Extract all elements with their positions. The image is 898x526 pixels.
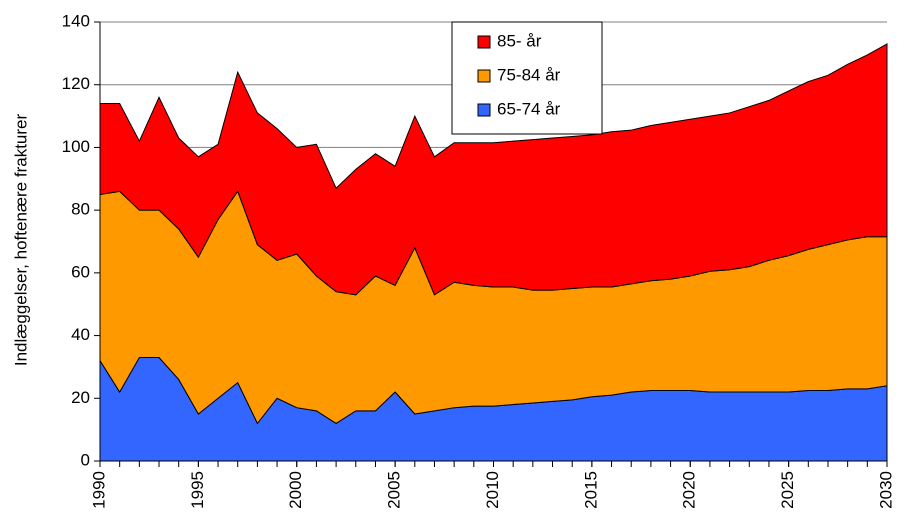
legend-swatch — [477, 35, 491, 49]
y-tick-label: 20 — [71, 388, 90, 407]
legend-swatch — [477, 103, 491, 117]
x-tick-label: 2005 — [385, 471, 404, 509]
y-tick-label: 140 — [62, 11, 90, 30]
y-axis-label: Indlæggelser, hoftenære frakturer — [11, 114, 30, 367]
y-tick-label: 80 — [71, 200, 90, 219]
y-tick-label: 40 — [71, 325, 90, 344]
legend-label: 85- år — [497, 31, 542, 50]
legend: 85- år 75-84 år 65-74 år — [451, 21, 603, 135]
y-tick-label: 60 — [71, 262, 90, 281]
legend-box — [451, 21, 603, 135]
y-tick-label: 0 — [81, 450, 90, 469]
x-tick-label: 2000 — [286, 471, 305, 509]
x-tick-label: 2020 — [680, 471, 699, 509]
x-tick-label: 2030 — [876, 471, 895, 509]
area — [99, 43, 888, 296]
x-tick-label: 1995 — [188, 471, 207, 509]
y-tick-label: 120 — [62, 74, 90, 93]
legend-swatch — [477, 69, 491, 83]
x-tick-label: 1990 — [89, 471, 108, 509]
x-tick-label: 2025 — [778, 471, 797, 509]
legend-label: 75-84 år — [497, 65, 561, 84]
x-tick-label: 2015 — [581, 471, 600, 509]
x-tick-label: 2010 — [483, 471, 502, 509]
y-tick-label: 100 — [62, 137, 90, 156]
legend-label: 65-74 år — [497, 99, 561, 118]
